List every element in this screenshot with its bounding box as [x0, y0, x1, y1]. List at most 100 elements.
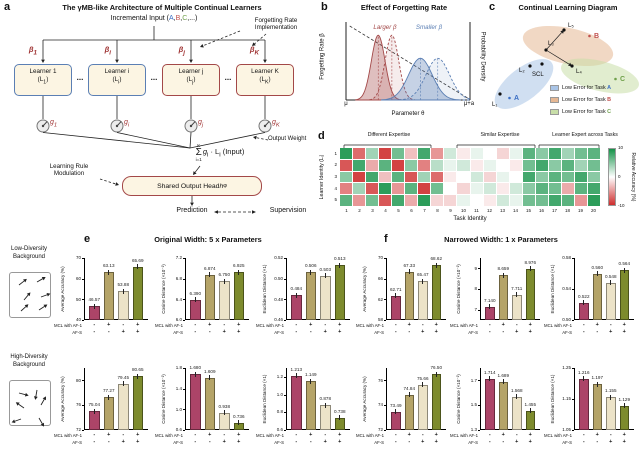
error-bar: [137, 264, 139, 270]
bar: [190, 374, 201, 430]
heatmap-cell: [444, 159, 457, 171]
x-axis-label: Parameter θ: [391, 111, 425, 117]
heatmap-cell: [548, 195, 561, 206]
bar-value-label: 0.736: [233, 413, 245, 419]
y-tick: [182, 409, 185, 411]
direction-arrow: [36, 278, 43, 283]
heatmap-cell: [340, 195, 353, 206]
heatmap-cell: [470, 171, 483, 183]
direction-arrow: [38, 306, 45, 311]
heatmap-cell: [483, 159, 496, 171]
condition-mark: -: [488, 431, 491, 438]
condition-mark: -: [122, 321, 125, 328]
heatmap-cell: [353, 195, 366, 206]
bar-value-label: 0.738: [334, 408, 346, 414]
error-bar: [610, 280, 612, 286]
direction-arrow: [18, 392, 26, 396]
y-tick-label: 0.58: [562, 255, 571, 261]
heatmap-cell: [587, 159, 600, 171]
bar: [233, 272, 244, 320]
heatmap-cell: [353, 183, 366, 195]
y-tick: [283, 394, 286, 396]
condition-mark: -: [394, 328, 397, 335]
condition-mark: -: [194, 431, 197, 438]
arrowhead: [43, 304, 48, 308]
y-tick: [81, 405, 84, 407]
error-bar: [583, 300, 585, 306]
arrowhead: [46, 292, 51, 297]
error-bar: [502, 272, 504, 278]
condition-mark: -: [421, 321, 424, 328]
learner-sub: (L1): [37, 76, 49, 86]
bar: [305, 272, 316, 320]
plot-area: [480, 258, 540, 320]
panel-e: e Original Width: 5 x Parameters Average…: [54, 233, 356, 469]
y-tick: [283, 412, 286, 414]
bar-value-label: 80.65: [132, 367, 144, 373]
panel-b-title: Effect of Forgetting Rate: [360, 3, 448, 12]
direction-arrow: [40, 294, 48, 298]
error-bar: [610, 394, 612, 400]
y-tick-label: 0.8: [276, 409, 283, 415]
bar-value-label: 0.522: [578, 293, 590, 299]
heatmap-cell: [444, 148, 457, 159]
heatmap-cell: [366, 183, 379, 195]
bar: [431, 374, 441, 430]
x-tick: 14: [512, 208, 518, 213]
error-bar: [324, 273, 326, 279]
y-tick-label: 1.5: [470, 402, 477, 408]
colorbar: [608, 148, 616, 206]
arrowhead: [214, 210, 218, 214]
heatmap-cell: [392, 159, 405, 171]
bar: [334, 265, 345, 320]
error-bar: [516, 292, 518, 298]
condition-mark: -: [324, 321, 327, 328]
heatmap-cell: [457, 159, 470, 171]
y-tick: [477, 289, 480, 290]
y-tick: [283, 278, 286, 280]
bar: [132, 266, 143, 320]
learner-sub: (Li): [112, 76, 122, 86]
bar-value-label: 1.568: [511, 387, 523, 393]
condition-mark: +: [222, 438, 226, 445]
condition-mark: +: [107, 431, 111, 438]
x-tick: 17: [551, 208, 557, 213]
y-tick: [571, 320, 574, 321]
error-bar: [408, 269, 410, 275]
condition-mark: +: [208, 431, 212, 438]
y-tick-label: 0.46: [274, 317, 283, 323]
error-bar: [93, 303, 95, 309]
dial-pivot: [189, 124, 193, 128]
bar: [291, 375, 302, 430]
x-tick: 9: [449, 208, 452, 213]
x-axis-row-label: MCL with AF-1: [543, 323, 572, 328]
heatmap-cell: [470, 183, 483, 195]
bar: [391, 295, 401, 320]
arrowhead: [11, 419, 16, 424]
arrowhead: [189, 59, 193, 63]
task-region-A: [494, 59, 554, 109]
heatmap-cell: [522, 183, 535, 195]
y-axis-label-right: Probability Density: [479, 31, 486, 82]
heatmap-cell: [418, 195, 431, 206]
x-tick: 19: [577, 208, 583, 213]
arrowhead: [252, 210, 256, 214]
bar-chart: Euclidean Distance (×1) 1.05 1.15 1.25 1.216…: [544, 358, 640, 462]
panel-a-label: a: [4, 1, 11, 13]
plot-area: [286, 368, 350, 430]
bar-chart: Average Accuracy (%) 72 76 80 75.04 77.27 79.4…: [54, 358, 154, 462]
bar: [132, 376, 143, 430]
condition-mark: -: [582, 321, 585, 328]
condition-mark: -: [596, 328, 599, 335]
task-venn-diagram: A B C L₁ L₂ L₃ L₅ L₄ SCL: [492, 23, 639, 109]
learner-box: Learner i (Li): [88, 64, 146, 96]
x-tick: 16: [538, 208, 544, 213]
x-axis-row-label: MCL with AF-1: [255, 323, 284, 328]
ellipsis: ...: [224, 73, 232, 82]
colorbar-tick: -10: [618, 203, 625, 208]
condition-mark: +: [407, 321, 411, 328]
y-tick-label: 70: [377, 255, 383, 261]
task-region-C: [561, 58, 639, 94]
y-tick-label: 40: [75, 317, 81, 323]
y-tick: [571, 289, 574, 290]
